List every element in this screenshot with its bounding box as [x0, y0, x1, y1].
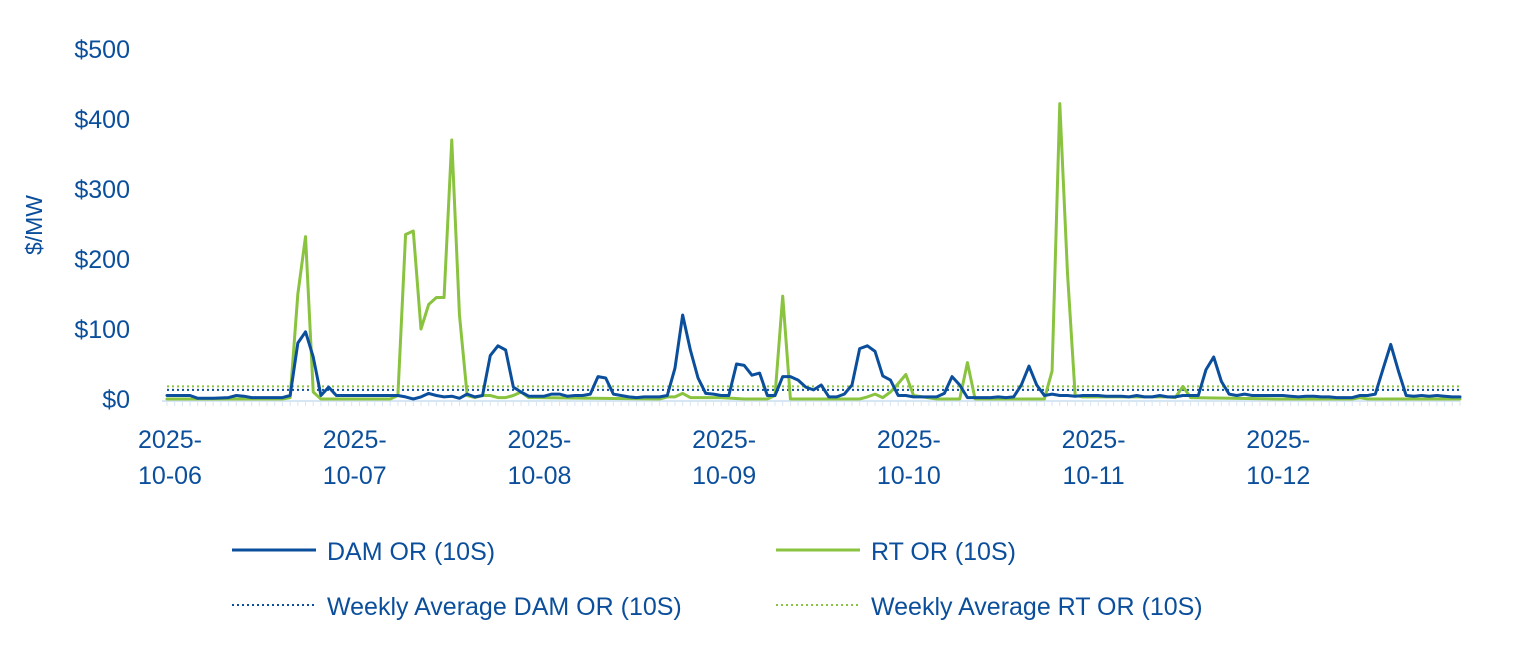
x-tick-label-date: 10-12 [1246, 462, 1310, 490]
legend-label-3: Weekly Average RT OR (10S) [871, 593, 1203, 621]
y-tick-label: $400 [74, 106, 130, 134]
legend-label-2: Weekly Average DAM OR (10S) [327, 593, 682, 621]
x-tick-label-date: 10-08 [507, 462, 571, 490]
legend: DAM OR (10S) RT OR (10S) Weekly Average DA… [232, 538, 1203, 621]
x-tick-label-year: 2025- [692, 426, 756, 454]
x-axis: 2025- 10-06 2025- 10-07 2025- 10-08 2025- 10-09… [138, 400, 1461, 490]
x-tick-label-year: 2025- [323, 426, 387, 454]
y-axis-ticks: $0 $100 $200 $300 $400 $500 [74, 36, 130, 414]
x-tick-label-year: 2025- [877, 426, 941, 454]
x-tick-label-year: 2025- [138, 426, 202, 454]
x-tick-label-year: 2025- [1246, 426, 1310, 454]
y-tick-label: $100 [74, 316, 130, 344]
y-tick-label: $300 [74, 176, 130, 204]
x-tick-label-date: 10-06 [138, 462, 202, 490]
x-tick-label-date: 10-09 [692, 462, 756, 490]
x-tick-label-date: 10-11 [1063, 462, 1125, 490]
x-tick-label-year: 2025- [1062, 426, 1126, 454]
series-line-1 [165, 102, 1462, 401]
y-axis-title: $/MW [21, 195, 47, 255]
series-lines [165, 102, 1462, 401]
series-line-0 [165, 313, 1462, 401]
y-tick-label: $0 [102, 386, 130, 414]
x-tick-label-date: 10-07 [323, 462, 387, 490]
x-tick-label-year: 2025- [507, 426, 571, 454]
legend-label-0: DAM OR (10S) [327, 538, 495, 566]
y-tick-label: $500 [74, 36, 130, 64]
x-tick-label-date: 10-10 [877, 462, 941, 490]
y-tick-label: $200 [74, 246, 130, 274]
legend-label-1: RT OR (10S) [871, 538, 1016, 566]
